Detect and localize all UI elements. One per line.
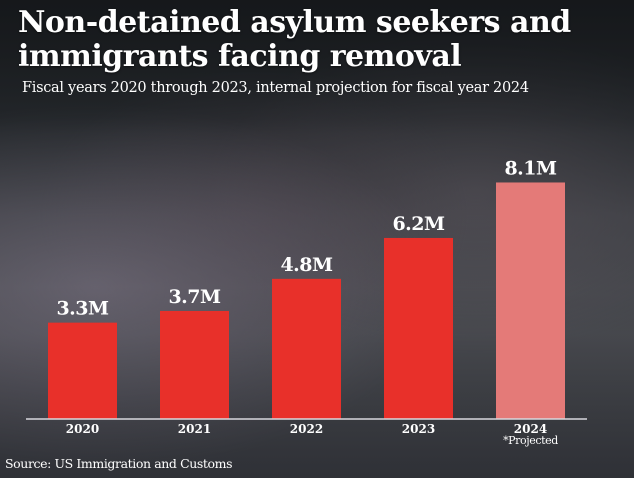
data-label-2020: 3.3M <box>56 298 109 320</box>
x-tick-label-2024: 2024 <box>514 422 547 436</box>
chart-subtitle: Fiscal years 2020 through 2023, internal… <box>22 80 529 96</box>
bar-2024 <box>496 182 565 419</box>
bar-2021 <box>160 310 229 419</box>
data-label-2024: 8.1M <box>504 157 557 179</box>
bar-2020 <box>48 322 117 419</box>
data-label-2022: 4.8M <box>280 254 333 276</box>
data-label-2021: 3.7M <box>168 286 221 308</box>
x-tick-label-2020: 2020 <box>66 422 99 436</box>
data-label-2023: 6.2M <box>392 213 445 235</box>
x-tick-label-2022: 2022 <box>290 422 323 436</box>
source-note: Source: US Immigration and Customs <box>5 456 233 471</box>
bar-2023 <box>384 237 453 419</box>
projected-note: *Projected <box>503 434 558 447</box>
chart-title: Non-detained asylum seekers and immigran… <box>18 5 571 74</box>
x-tick-label-2023: 2023 <box>402 422 435 436</box>
x-tick-label-2021: 2021 <box>178 422 211 436</box>
bar-2022 <box>272 278 341 419</box>
